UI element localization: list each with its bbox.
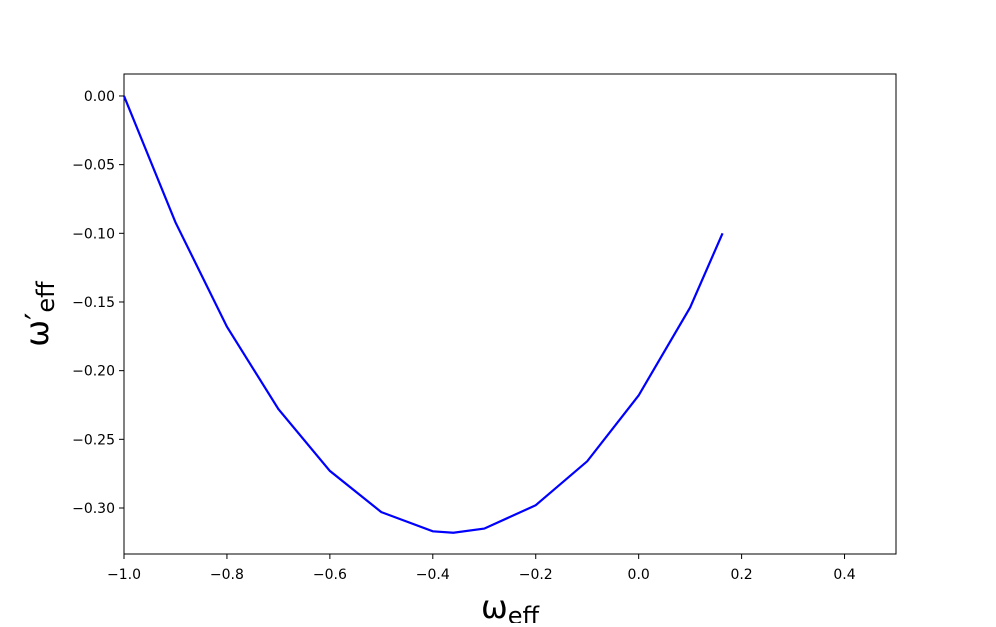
y-tick-label: −0.30 bbox=[72, 501, 115, 517]
x-tick-label: 0.0 bbox=[628, 567, 650, 583]
y-tick-label: −0.25 bbox=[72, 432, 115, 448]
x-tick-label: 0.4 bbox=[833, 567, 855, 583]
x-label-subscript: eff bbox=[508, 602, 540, 623]
plot-frame bbox=[123, 73, 897, 555]
y-tick-label: −0.15 bbox=[72, 295, 115, 311]
y-tick-label: 0.00 bbox=[84, 89, 115, 105]
x-tick-label: 0.2 bbox=[730, 567, 752, 583]
x-axis-label: ωeff bbox=[481, 588, 540, 623]
x-label-symbol: ω bbox=[481, 588, 508, 623]
x-tick-label: −0.8 bbox=[210, 567, 244, 583]
y-axis-label: ω′eff bbox=[18, 281, 60, 347]
x-tick-label: −0.2 bbox=[519, 567, 553, 583]
y-label-symbol: ω′ bbox=[18, 313, 56, 347]
y-label-subscript: eff bbox=[32, 281, 60, 313]
x-tick-label: −1.0 bbox=[107, 567, 141, 583]
y-tick-label: −0.20 bbox=[72, 364, 115, 380]
y-tick-label: −0.10 bbox=[72, 226, 115, 242]
data-line bbox=[122, 95, 724, 534]
y-tick-label: −0.05 bbox=[72, 158, 115, 174]
x-tick-label: −0.6 bbox=[313, 567, 347, 583]
x-tick-label: −0.4 bbox=[416, 567, 450, 583]
